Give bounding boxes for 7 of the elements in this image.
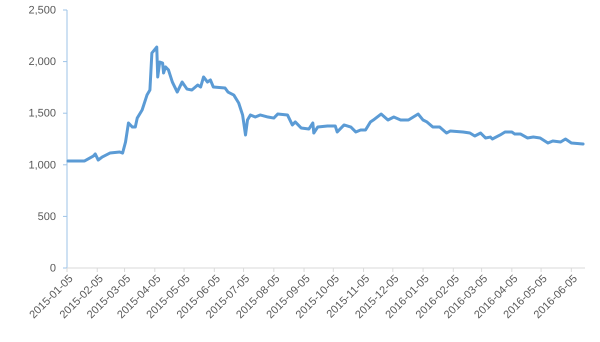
line-series bbox=[66, 46, 585, 162]
y-tick-label: 2,500 bbox=[28, 4, 56, 17]
y-tick-label: 1,000 bbox=[28, 159, 56, 172]
y-tick-label: 1,500 bbox=[28, 108, 56, 120]
y-tick-label: 0 bbox=[50, 262, 56, 275]
y-tick-label: 500 bbox=[38, 210, 56, 223]
y-tick-label: 2,000 bbox=[28, 56, 56, 68]
